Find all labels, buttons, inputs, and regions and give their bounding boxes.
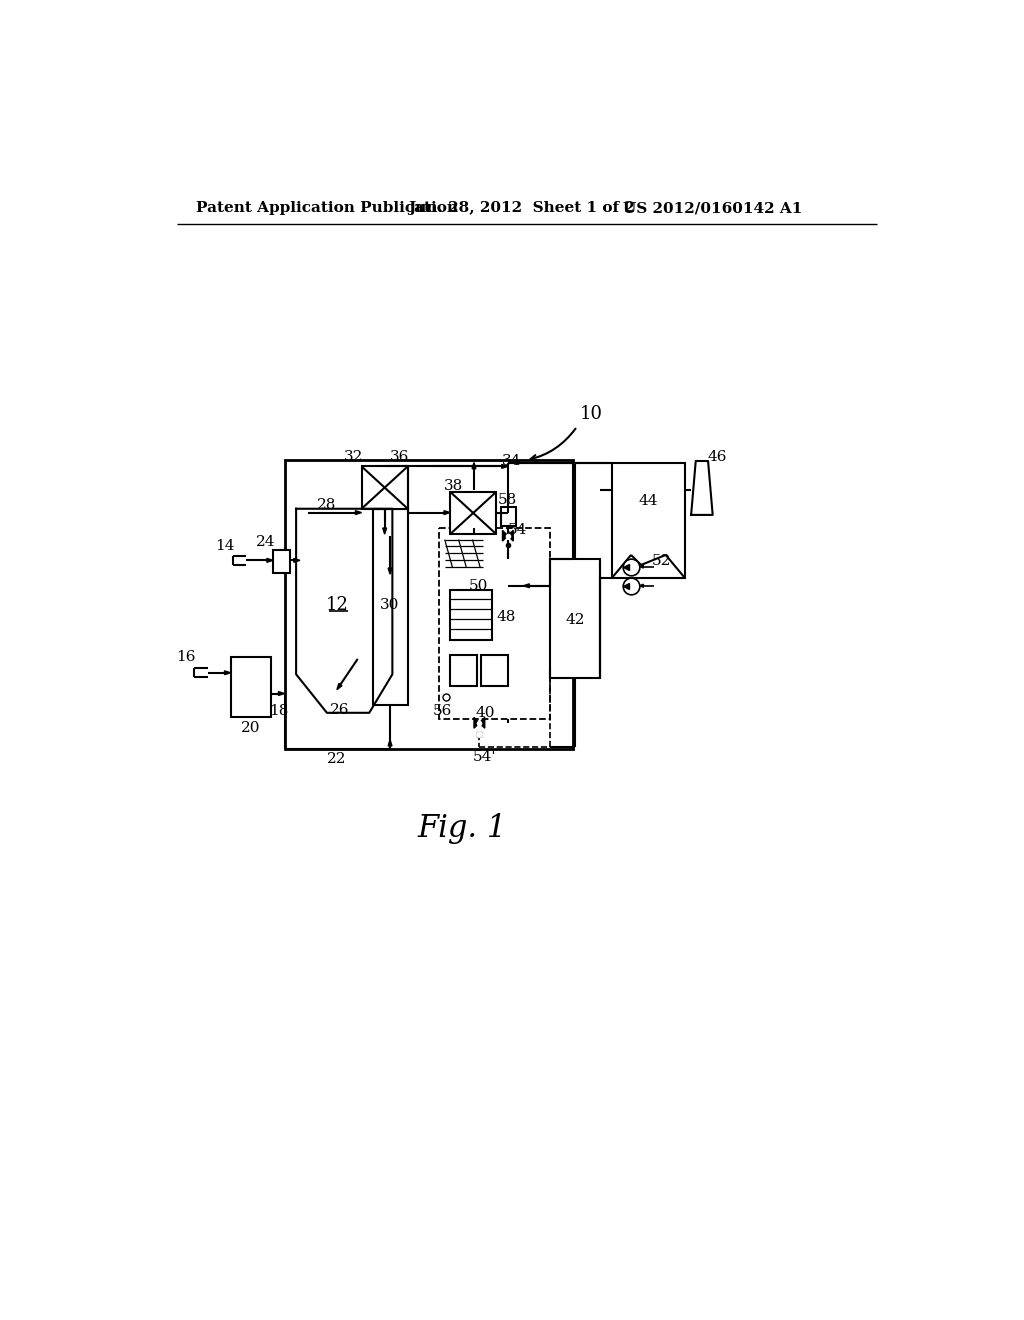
- Text: 50: 50: [469, 578, 488, 593]
- Text: 46: 46: [708, 450, 727, 465]
- Text: 54': 54': [473, 751, 497, 764]
- Bar: [451, 590, 493, 640]
- Text: 12: 12: [326, 597, 348, 614]
- Text: 34: 34: [502, 454, 521, 469]
- Text: 36: 36: [390, 450, 410, 465]
- Polygon shape: [267, 558, 273, 562]
- Text: 28: 28: [317, 498, 337, 512]
- Polygon shape: [224, 671, 230, 675]
- Text: US 2012/0160142 A1: US 2012/0160142 A1: [624, 202, 803, 215]
- Polygon shape: [479, 718, 484, 729]
- Text: 52: 52: [652, 554, 672, 568]
- Text: 58: 58: [499, 492, 517, 507]
- Text: 20: 20: [241, 721, 260, 735]
- Polygon shape: [279, 692, 285, 696]
- Bar: [373, 508, 408, 705]
- Text: 32: 32: [344, 450, 364, 465]
- Text: 56: 56: [433, 705, 453, 718]
- Polygon shape: [640, 585, 643, 587]
- Bar: [285, 461, 573, 748]
- Polygon shape: [294, 558, 300, 562]
- Bar: [611, 462, 685, 578]
- Text: 22: 22: [328, 752, 347, 766]
- Text: 30: 30: [380, 598, 399, 612]
- Polygon shape: [508, 531, 513, 541]
- Bar: [273, 549, 290, 573]
- Text: 24: 24: [256, 535, 275, 549]
- Polygon shape: [503, 531, 508, 541]
- Text: 18: 18: [269, 705, 289, 718]
- Polygon shape: [691, 461, 713, 515]
- Polygon shape: [502, 465, 508, 469]
- Polygon shape: [523, 583, 529, 587]
- Text: 48: 48: [497, 610, 516, 623]
- Polygon shape: [388, 739, 392, 746]
- Text: 14: 14: [215, 540, 234, 553]
- Polygon shape: [388, 568, 392, 574]
- Text: Patent Application Publication: Patent Application Publication: [196, 202, 458, 215]
- Text: 38: 38: [444, 479, 464, 492]
- Polygon shape: [296, 508, 392, 713]
- Text: 10: 10: [580, 405, 602, 422]
- Text: 26: 26: [331, 702, 350, 717]
- Polygon shape: [444, 511, 451, 515]
- Polygon shape: [383, 528, 387, 535]
- Bar: [230, 657, 270, 718]
- Text: 16: 16: [176, 651, 196, 664]
- Bar: [451, 655, 477, 686]
- Polygon shape: [337, 684, 342, 689]
- Polygon shape: [355, 511, 361, 515]
- Text: 44: 44: [638, 494, 657, 508]
- Bar: [501, 507, 516, 525]
- Text: 40: 40: [475, 706, 495, 719]
- Polygon shape: [472, 462, 476, 469]
- Text: 42: 42: [565, 614, 585, 627]
- Bar: [361, 466, 408, 508]
- Bar: [438, 528, 550, 719]
- Bar: [481, 655, 508, 686]
- Bar: [550, 558, 600, 678]
- Polygon shape: [474, 718, 479, 729]
- Bar: [451, 492, 497, 535]
- Polygon shape: [640, 565, 643, 568]
- Text: 54: 54: [508, 523, 527, 536]
- Text: Jun. 28, 2012  Sheet 1 of 2: Jun. 28, 2012 Sheet 1 of 2: [408, 202, 635, 215]
- Text: Fig. 1: Fig. 1: [417, 813, 506, 843]
